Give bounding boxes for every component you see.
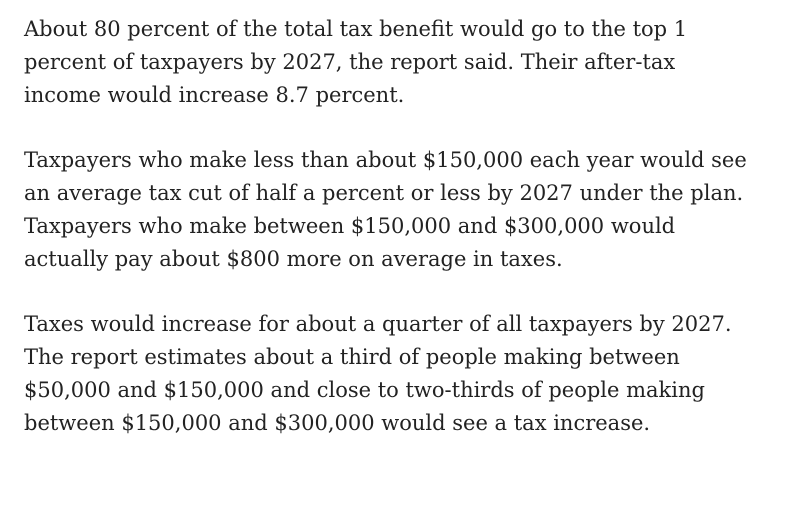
- paragraph-line: actually pay about $800 more on average …: [24, 247, 563, 271]
- paragraph-tax-cut-by-income: Taxpayers who make less than about $150,…: [24, 144, 784, 276]
- paragraph-line: $50,000 and $150,000 and close to two-th…: [24, 378, 705, 402]
- paragraph-line: percent of taxpayers by 2027, the report…: [24, 50, 676, 74]
- paragraph-top-1-percent-benefit: About 80 percent of the total tax benefi…: [24, 13, 784, 112]
- paragraph-line: About 80 percent of the total tax benefi…: [24, 17, 688, 41]
- paragraph-line: The report estimates about a third of pe…: [24, 345, 680, 369]
- paragraph-line: Taxes would increase for about a quarter…: [24, 312, 732, 336]
- paragraph-line: an average tax cut of half a percent or …: [24, 181, 744, 205]
- paragraph-line: income would increase 8.7 percent.: [24, 83, 405, 107]
- paragraph-line: between $150,000 and $300,000 would see …: [24, 411, 651, 435]
- paragraph-line: Taxpayers who make between $150,000 and …: [24, 214, 676, 238]
- paragraph-line: Taxpayers who make less than about $150,…: [24, 148, 747, 172]
- article-body: About 80 percent of the total tax benefi…: [24, 13, 784, 440]
- paragraph-tax-increase-share: Taxes would increase for about a quarter…: [24, 308, 784, 440]
